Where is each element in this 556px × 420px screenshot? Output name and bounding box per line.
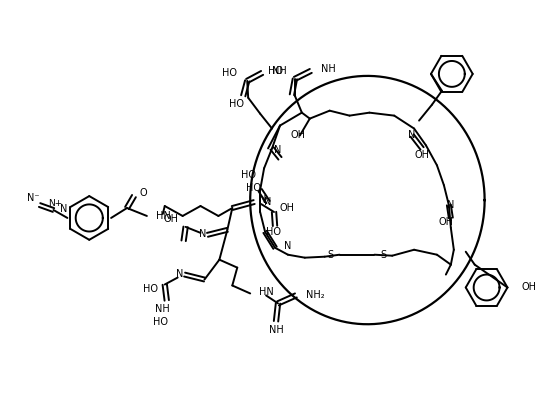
Text: NH: NH: [155, 304, 170, 314]
Text: N: N: [447, 200, 455, 210]
Text: N: N: [265, 197, 272, 207]
Text: NH₂: NH₂: [306, 291, 325, 300]
Text: NH: NH: [272, 66, 287, 76]
Text: S: S: [327, 250, 334, 260]
Text: HO: HO: [143, 284, 158, 294]
Text: HO: HO: [266, 227, 281, 237]
Text: N: N: [409, 131, 416, 141]
Text: OH: OH: [522, 283, 537, 292]
Text: NH: NH: [321, 64, 335, 74]
Text: S: S: [380, 250, 386, 260]
Text: HO: HO: [268, 66, 283, 76]
Text: HO: HO: [153, 317, 168, 327]
Text: OH: OH: [415, 150, 430, 160]
Text: O: O: [140, 188, 147, 198]
Text: N⁻: N⁻: [27, 193, 40, 203]
Text: N: N: [284, 241, 291, 251]
Text: HO: HO: [241, 170, 256, 180]
Text: HN: HN: [259, 287, 274, 297]
Text: N: N: [199, 229, 206, 239]
Text: HO: HO: [229, 99, 244, 109]
Text: N: N: [59, 204, 67, 214]
Text: OH: OH: [438, 217, 453, 227]
Text: N+: N+: [48, 199, 63, 207]
Text: N: N: [176, 268, 183, 278]
Text: N: N: [259, 195, 266, 205]
Text: NH: NH: [269, 325, 284, 335]
Text: OH: OH: [163, 214, 178, 224]
Text: HO: HO: [246, 183, 261, 193]
Text: OH: OH: [290, 131, 305, 141]
Text: N: N: [274, 145, 282, 155]
Text: HO: HO: [222, 68, 237, 78]
Text: HN: HN: [156, 211, 171, 221]
Text: OH: OH: [280, 203, 295, 213]
